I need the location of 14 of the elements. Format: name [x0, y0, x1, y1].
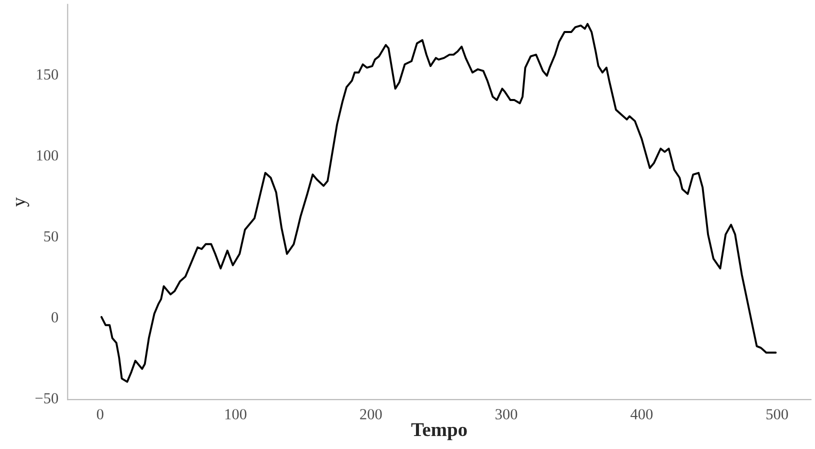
y-tick-label: 150: [37, 69, 58, 80]
y-tick-label: 0: [52, 312, 58, 322]
y-tick-label: 100: [37, 150, 58, 161]
x-tick-label: 100: [225, 409, 246, 420]
x-tick-label: 0: [96, 409, 104, 420]
y-tick-label: −50: [35, 393, 58, 404]
x-tick-label: 200: [360, 409, 382, 420]
y-tick-label: 50: [44, 231, 58, 242]
y-axis-title: y: [16, 197, 30, 207]
line-series: [100, 22, 777, 383]
x-tick-label: 400: [630, 409, 653, 420]
x-tick-label: 300: [496, 409, 518, 420]
x-axis-title: Tempo: [411, 423, 467, 440]
x-tick-label: 500: [766, 409, 788, 420]
